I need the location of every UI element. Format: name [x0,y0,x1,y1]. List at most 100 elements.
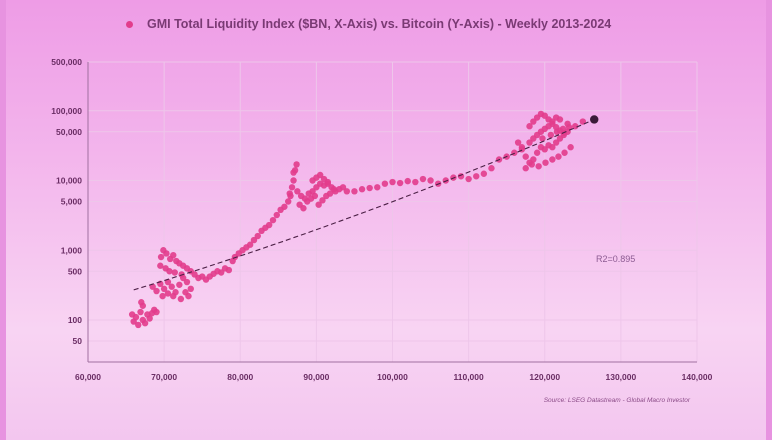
data-point [286,190,293,197]
y-tick-label: 1,000 [61,245,83,255]
data-point [567,144,574,151]
data-point [572,123,579,130]
data-point [294,188,301,195]
data-point [288,184,296,191]
data-point [290,169,297,176]
y-tick-label: 500,000 [51,57,82,67]
trendline [133,118,595,291]
data-point [381,180,389,187]
data-point [556,116,564,123]
data-point [366,184,373,192]
data-point [183,278,191,286]
tick-labels: 60,000 70,000 80,000 90,000 100,000 110,000 12… [51,57,712,382]
data-point [293,161,300,168]
data-point [530,118,537,125]
data-point [170,292,177,300]
data-point [522,165,529,172]
data-point [541,146,548,153]
data-point [549,118,556,125]
data-point [522,153,529,160]
x-tick-label: 70,000 [151,372,177,382]
data-point [153,308,160,316]
data-point [511,149,518,156]
data-point [549,144,556,151]
data-point [157,262,164,269]
data-point [246,241,254,248]
data-point [269,216,277,224]
data-point [187,285,194,293]
latest-point [590,115,599,124]
x-tick-label: 100,000 [377,372,408,382]
data-point [547,131,555,139]
data-point [265,221,273,229]
data-point [273,211,280,219]
data-point [404,177,411,185]
y-tick-label: 100 [68,315,82,325]
data-point [185,292,192,300]
data-point [553,128,561,135]
data-point [177,295,185,303]
data-point [552,139,560,146]
x-tick-label: 90,000 [303,372,329,382]
data-point [549,156,556,163]
data-point [561,149,568,156]
data-point [473,173,480,180]
data-point [389,178,396,186]
data-point [465,175,472,183]
data-point [396,179,404,187]
data-point [339,184,347,191]
legend: GMI Total Liquidity Index ($BN, X-Axis) … [126,17,611,31]
data-point [159,292,166,300]
source-note: Source: LSEG Datastream - Global Macro I… [543,397,690,404]
data-point [480,170,488,177]
data-point [135,321,142,329]
data-point [138,299,145,306]
trendline-group: R2=0.895 [133,115,635,291]
y-tick-label: 500 [68,266,82,276]
data-point [427,177,434,184]
y-tick-label: 5,000 [61,197,83,207]
data-point [528,161,536,168]
data-point [254,232,261,240]
data-point [542,159,549,166]
data-point [555,153,562,160]
data-point [290,177,297,184]
data-point [170,251,177,259]
data-point [330,186,338,193]
data-point [153,287,160,295]
data-point [168,283,175,290]
data-point [311,192,319,200]
data-point [343,188,351,195]
data-point [160,285,168,293]
data-point [171,269,178,276]
data-point [281,203,288,210]
data-point [358,186,366,193]
x-tick-label: 80,000 [227,372,253,382]
data-point [533,149,541,156]
y-tick-label: 50 [73,336,83,346]
legend-marker [126,20,133,28]
x-tick-label: 120,000 [529,372,560,382]
x-tick-label: 110,000 [453,372,484,382]
y-tick-label: 50,000 [56,127,82,137]
grid [88,61,698,362]
data-point [324,178,331,186]
r2-label: R2=0.895 [596,254,635,264]
data-point [374,184,381,191]
data-point [315,201,322,208]
data-point [250,236,258,244]
data-point [565,124,573,131]
data-point [319,197,326,204]
data-point [412,178,419,186]
data-point [300,205,307,212]
data-point [530,156,537,163]
y-tick-label: 100,000 [51,106,82,116]
data-points [128,110,587,329]
data-point [316,171,324,179]
y-tick-label: 10,000 [56,176,82,186]
axes [87,62,697,363]
data-point [539,135,546,142]
data-point [164,290,172,297]
chart-title: GMI Total Liquidity Index ($BN, X-Axis) … [147,17,612,31]
